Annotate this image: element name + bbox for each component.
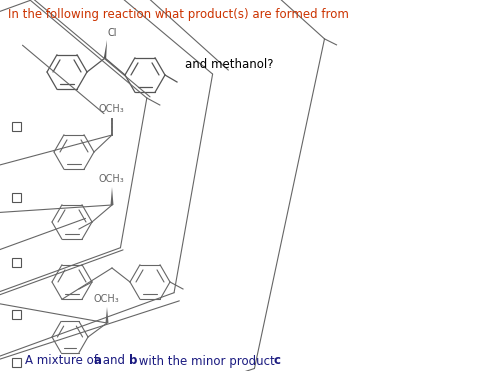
Text: c: c — [273, 355, 280, 368]
Text: and: and — [99, 355, 129, 368]
Text: a: a — [93, 355, 101, 368]
Text: OCH₃: OCH₃ — [93, 294, 119, 304]
Bar — [12, 193, 21, 202]
Text: OCH₃: OCH₃ — [98, 104, 124, 114]
Text: A mixture of: A mixture of — [25, 355, 102, 368]
Bar — [12, 358, 21, 367]
Polygon shape — [110, 187, 113, 205]
Polygon shape — [105, 307, 108, 323]
Text: In the following reaction what product(s) are formed from: In the following reaction what product(s… — [8, 8, 349, 21]
Bar — [12, 258, 21, 267]
Text: b: b — [129, 355, 138, 368]
Polygon shape — [104, 40, 107, 58]
Bar — [12, 310, 21, 319]
Text: Cl: Cl — [108, 28, 117, 38]
Text: and methanol?: and methanol? — [185, 59, 274, 72]
Text: OCH₃: OCH₃ — [98, 174, 124, 184]
Text: with the minor product: with the minor product — [135, 355, 279, 368]
Bar — [12, 122, 21, 131]
